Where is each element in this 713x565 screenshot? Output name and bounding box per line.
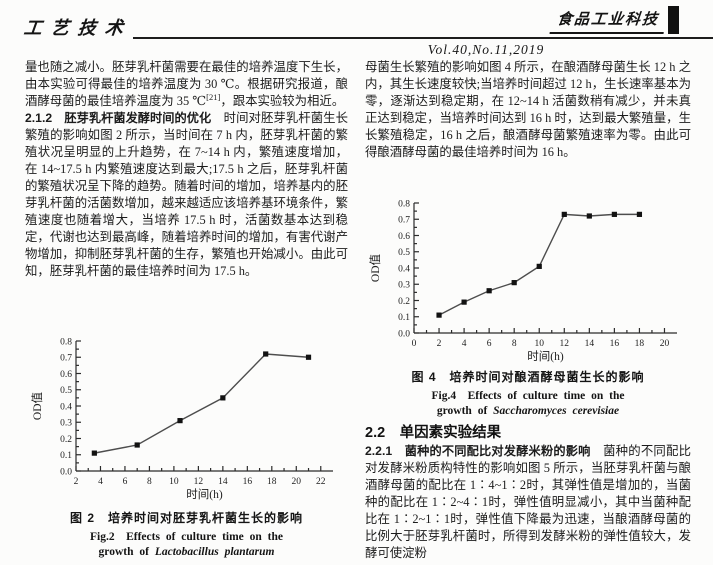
svg-text:12: 12	[194, 477, 204, 487]
paragraph-fig4-discussion: 母菌生长繁殖的影响如图 4 所示，在酿酒酵母菌生长 12 h 之内，其生长速度较…	[365, 60, 691, 159]
svg-text:4: 4	[98, 477, 103, 487]
svg-text:6: 6	[123, 477, 128, 487]
fig2-line-chart: 0.0 0.1 0.2 0.3 0.4 0.5 0.6 0.7 0.8 2 4 6 8 10 12 14 16 1…	[31, 337, 333, 501]
svg-text:0.5: 0.5	[60, 386, 72, 396]
paragraph-2-2-1: 2.2.1 菌种的不同配比对发酵米粉的影响 菌种的不同配比对发酵米粉质构特性的影…	[365, 443, 691, 562]
caption-text: growth of	[98, 546, 155, 558]
svg-text:0.2: 0.2	[398, 297, 410, 307]
svg-text:0.2: 0.2	[60, 435, 72, 445]
fig4-line-chart: 0.0 0.1 0.2 0.3 0.4 0.5 0.6 0.7 0.8 0 2 4 6 8 10 12 14 16…	[369, 199, 677, 363]
svg-text:14: 14	[585, 339, 595, 349]
journal-logo-bar-icon	[668, 6, 679, 34]
svg-text:0.8: 0.8	[398, 199, 410, 209]
header-rule	[133, 37, 713, 39]
svg-text:14: 14	[218, 477, 228, 487]
left-column: 量也随之减小。胚芽乳杆菌需要在最佳的培养温度下生长，由本实验可得最佳的培养温度为…	[25, 59, 348, 280]
fig2-caption-cn: 图 2 培养时间对胚芽乳杆菌生长的影响	[69, 511, 303, 525]
journal-logo-wrap: 食品工业科技	[549, 6, 679, 34]
svg-text:0.6: 0.6	[60, 370, 72, 380]
svg-text:0.1: 0.1	[60, 451, 72, 461]
svg-text:16: 16	[243, 477, 253, 487]
fig2-caption-en-line2: growth of Lactobacillus plantarum	[25, 546, 348, 558]
svg-text:2: 2	[74, 477, 79, 487]
paragraph-text: 菌种的不同配比对发酵米粉质构特性的影响如图 5 所示，当胚芽乳杆菌与酿酒酵母菌的…	[365, 444, 691, 560]
svg-text:0.7: 0.7	[60, 354, 72, 364]
svg-text:0.0: 0.0	[398, 329, 410, 339]
species-name: Saccharomyces cerevisiae	[493, 405, 620, 417]
svg-text:0.7: 0.7	[398, 216, 410, 226]
journal-logo: 食品工业科技	[549, 6, 667, 34]
section-heading-2-2: 2.2 单因素实验结果	[365, 425, 502, 441]
svg-text:22: 22	[316, 477, 326, 487]
right-column: 母菌生长繁殖的影响如图 4 所示，在酿酒酵母菌生长 12 h 之内，其生长速度较…	[365, 59, 691, 161]
svg-text:20: 20	[660, 339, 670, 349]
svg-text:20: 20	[292, 477, 302, 487]
svg-text:OD值: OD值	[369, 253, 382, 282]
svg-text:0.3: 0.3	[60, 419, 72, 429]
svg-text:10: 10	[534, 339, 544, 349]
paragraph-continuation: 量也随之减小。胚芽乳杆菌需要在最佳的培养温度下生长，由本实验可得最佳的培养温度为…	[25, 59, 348, 110]
paragraph-2-1-2: 2.1.2 胚芽乳杆菌发酵时间的优化 时间对胚芽乳杆菌生长繁殖的影响如图 2 所…	[25, 110, 348, 280]
fig4-caption-en-line1: Fig.4 Effects of culture time on the	[431, 390, 625, 402]
subsection-heading-2-2-1: 2.2.1 菌种的不同配比对发酵米粉的影响	[365, 444, 591, 458]
citation-superscript: [21]	[206, 91, 221, 102]
fig4-caption-en-line2: growth of Saccharomyces cerevisiae	[365, 405, 691, 417]
fig2-caption-en-line1: Fig.2 Effects of culture time on the	[90, 531, 283, 543]
paragraph-2-2-1-block: 2.2.1 菌种的不同配比对发酵米粉的影响 菌种的不同配比对发酵米粉质构特性的影…	[365, 443, 691, 562]
svg-text:0.4: 0.4	[60, 402, 72, 412]
caption-text: growth of	[436, 405, 494, 417]
fig4-caption-cn: 图 4 培养时间对酿酒酵母菌生长的影响	[411, 370, 645, 384]
svg-text:OD值: OD值	[31, 391, 44, 420]
section-label: 工艺技术	[22, 18, 133, 39]
svg-text:0.6: 0.6	[398, 232, 410, 242]
svg-text:2: 2	[437, 339, 442, 349]
paragraph-text: ，跟本实验较为相近。	[220, 94, 345, 108]
svg-text:0.4: 0.4	[398, 264, 410, 274]
svg-text:0.5: 0.5	[398, 248, 410, 258]
svg-text:0.8: 0.8	[60, 337, 72, 347]
svg-text:4: 4	[462, 339, 467, 349]
svg-text:8: 8	[512, 339, 517, 349]
svg-text:12: 12	[560, 339, 570, 349]
svg-text:0.3: 0.3	[398, 281, 410, 291]
svg-text:10: 10	[169, 477, 179, 487]
svg-text:时间(h): 时间(h)	[527, 350, 564, 363]
svg-text:0.1: 0.1	[398, 313, 410, 323]
svg-text:0.0: 0.0	[60, 467, 72, 477]
svg-text:8: 8	[147, 477, 152, 487]
paragraph-text: 时间对胚芽乳杆菌生长繁殖的影响如图 2 所示，当时间在 7 h 内，胚芽乳杆菌的…	[25, 111, 348, 278]
svg-text:0: 0	[412, 339, 417, 349]
paragraph-text: 量也随之减小。胚芽乳杆菌需要在最佳的培养温度下生长，由本实验可得最佳的培养温度为…	[25, 60, 348, 108]
svg-text:18: 18	[267, 477, 277, 487]
svg-text:18: 18	[635, 339, 645, 349]
issue-number: Vol.40,No.11,2019	[427, 42, 545, 57]
svg-text:时间(h): 时间(h)	[186, 488, 223, 501]
species-name: Lactobacillus plantarum	[154, 546, 275, 558]
svg-text:16: 16	[610, 339, 620, 349]
svg-text:6: 6	[487, 339, 492, 349]
subsection-heading-2-1-2: 2.1.2 胚芽乳杆菌发酵时间的优化	[25, 111, 212, 125]
